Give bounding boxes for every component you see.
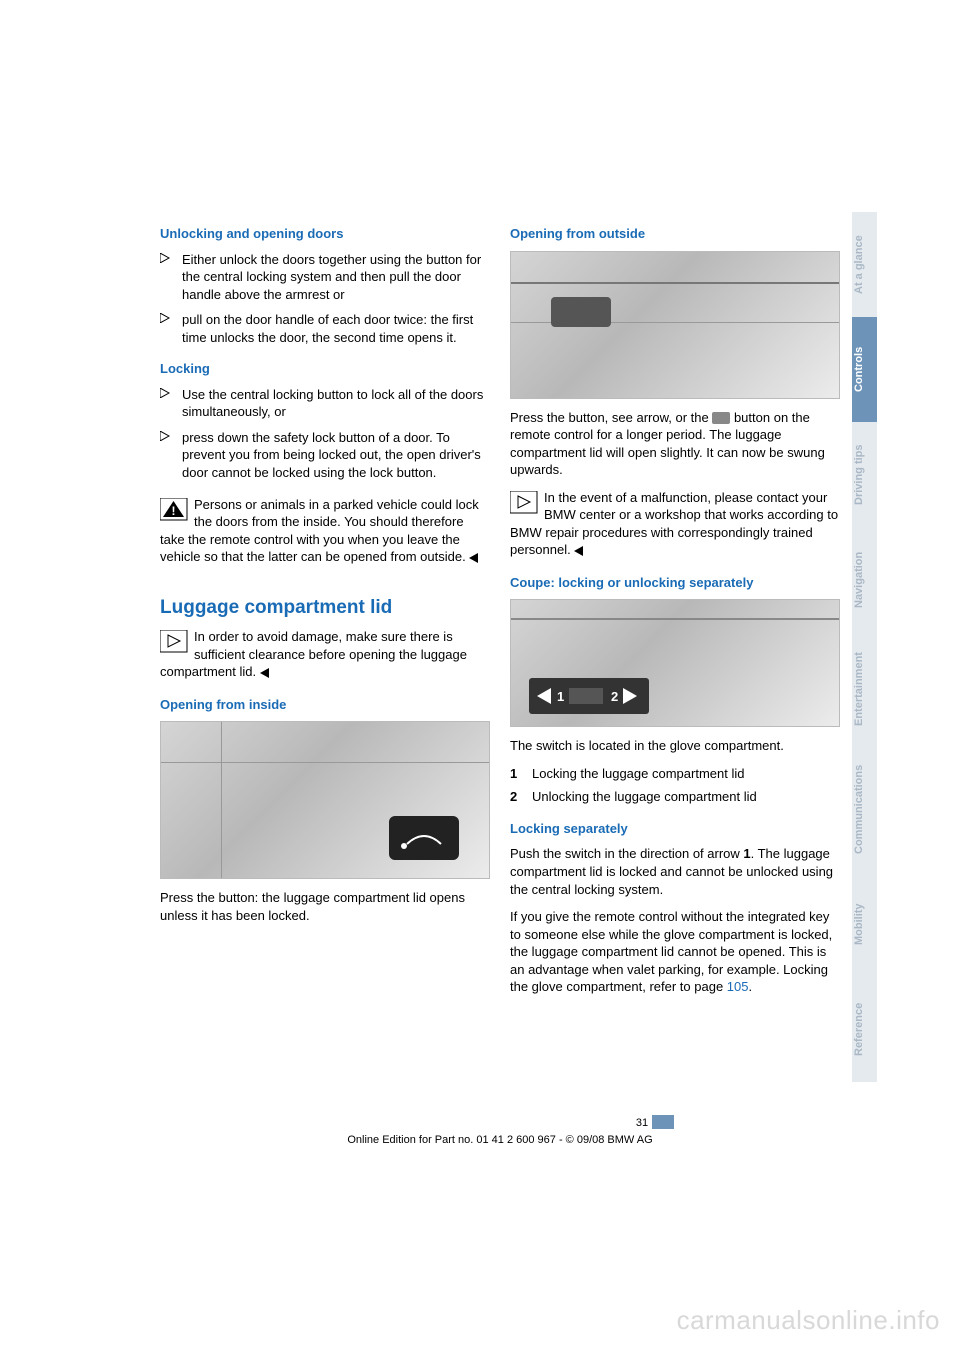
note-text: In order to avoid damage, make sure ther… [160, 629, 467, 679]
list-text: press down the safety lock button of a d… [182, 430, 481, 480]
section-tabs: At a glance Controls Driving tips Naviga… [852, 212, 877, 1082]
end-marker-icon [469, 549, 479, 567]
list-item: Either unlock the doors together using t… [160, 251, 490, 304]
item-number: 1 [510, 765, 517, 783]
warning-block: ! Persons or animals in a parked vehicle… [160, 496, 490, 567]
heading-open-inside: Opening from inside [160, 696, 490, 714]
triangle-bullet-icon [160, 388, 170, 398]
end-marker-icon [574, 542, 584, 560]
heading-unlocking: Unlocking and opening doors [160, 225, 490, 243]
heading-coupe-lock: Coupe: locking or unlocking separately [510, 574, 840, 592]
footer-copyright: Online Edition for Part no. 01 41 2 600 … [347, 1134, 652, 1146]
tab-driving-tips[interactable]: Driving tips [852, 422, 877, 527]
note-block: In order to avoid damage, make sure ther… [160, 628, 490, 681]
warning-text: Persons or animals in a parked vehicle c… [160, 497, 479, 565]
manual-page: Unlocking and opening doors Either unloc… [0, 0, 960, 1358]
list-item: pull on the door handle of each door twi… [160, 311, 490, 346]
paragraph: Press the button: the luggage compartmen… [160, 889, 490, 924]
warning-icon: ! [160, 498, 188, 521]
lock-list: Use the central locking button to lock a… [160, 386, 490, 482]
note-icon [160, 630, 188, 653]
page-number: 31 [315, 1115, 960, 1131]
heading-locking: Locking [160, 360, 490, 378]
page-number-value: 31 [636, 1117, 648, 1129]
list-item: press down the safety lock button of a d… [160, 429, 490, 482]
triangle-bullet-icon [160, 313, 170, 323]
heading-locking-separately: Locking separately [510, 820, 840, 838]
page-footer: 31 Online Edition for Part no. 01 41 2 6… [160, 1115, 840, 1148]
note-block: In the event of a malfunction, please co… [510, 489, 840, 560]
list-item: Use the central locking button to lock a… [160, 386, 490, 421]
page-reference-link[interactable]: 105 [727, 979, 749, 994]
text-part: If you give the remote control without t… [510, 909, 832, 994]
numbered-list: 1 Locking the luggage compartment lid 2 Un… [510, 765, 840, 806]
list-text: Unlocking the luggage compartment lid [532, 789, 757, 804]
list-text: Locking the luggage compartment lid [532, 766, 744, 781]
triangle-bullet-icon [160, 431, 170, 441]
unlock-list: Either unlock the doors together using t… [160, 251, 490, 347]
paragraph: The switch is located in the glove compa… [510, 737, 840, 755]
svg-text:1: 1 [557, 689, 564, 704]
text-columns: Unlocking and opening doors Either unloc… [160, 225, 840, 1006]
trunk-release-button-graphic [389, 816, 459, 860]
list-text: Use the central locking button to lock a… [182, 387, 483, 420]
paragraph: Press the button, see arrow, or the butt… [510, 409, 840, 479]
note-icon [510, 491, 538, 514]
tab-controls[interactable]: Controls [852, 317, 877, 422]
heading-luggage: Luggage compartment lid [160, 595, 490, 621]
triangle-bullet-icon [160, 253, 170, 263]
heading-open-outside: Opening from outside [510, 225, 840, 243]
paragraph: If you give the remote control without t… [510, 908, 840, 996]
tab-at-a-glance[interactable]: At a glance [852, 212, 877, 317]
text-part: Press the button, see arrow, or the [510, 410, 712, 425]
end-marker-icon [260, 664, 270, 682]
svg-text:2: 2 [611, 689, 618, 704]
tab-reference[interactable]: Reference [852, 977, 877, 1082]
text-part: . [749, 979, 753, 994]
note-text: In the event of a malfunction, please co… [510, 490, 838, 558]
switch-panel-graphic: 1 2 [529, 678, 649, 714]
tab-entertainment[interactable]: Entertainment [852, 632, 877, 747]
list-text: Either unlock the doors together using t… [182, 252, 481, 302]
remote-button-icon [712, 412, 730, 424]
svg-text:!: ! [172, 504, 176, 518]
tab-communications[interactable]: Communications [852, 747, 877, 872]
figure-interior-button [160, 721, 490, 879]
page-number-accent [652, 1115, 674, 1129]
list-item: 2 Unlocking the luggage compartment lid [510, 788, 840, 806]
figure-glove-compartment: 1 2 [510, 599, 840, 727]
tab-navigation[interactable]: Navigation [852, 527, 877, 632]
right-column: Opening from outside Press the button, s… [510, 225, 840, 1006]
left-column: Unlocking and opening doors Either unloc… [160, 225, 490, 1006]
list-text: pull on the door handle of each door twi… [182, 312, 473, 345]
item-number: 2 [510, 788, 517, 806]
paragraph: Push the switch in the direction of arro… [510, 845, 840, 898]
trunk-handle-graphic [551, 297, 611, 327]
figure-trunk-exterior [510, 251, 840, 399]
tab-mobility[interactable]: Mobility [852, 872, 877, 977]
watermark: carmanualsonline.info [677, 1303, 940, 1338]
list-item: 1 Locking the luggage compartment lid [510, 765, 840, 783]
